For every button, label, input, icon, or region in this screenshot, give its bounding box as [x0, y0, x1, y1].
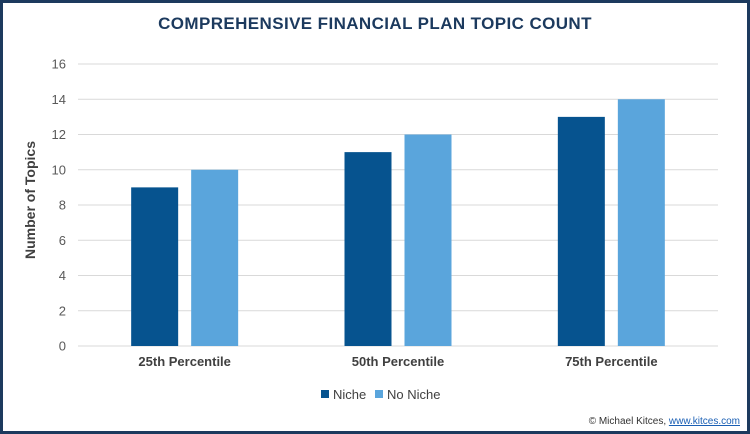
legend-swatch	[321, 390, 329, 398]
bar-no-niche	[191, 169, 239, 346]
bar-niche	[131, 187, 179, 346]
bar-no-niche	[617, 99, 665, 346]
bar-niche	[557, 116, 605, 346]
credit-prefix: © Michael Kitces,	[588, 416, 669, 427]
credit-line: © Michael Kitces, www.kitces.com	[589, 416, 740, 427]
y-tick-label: 4	[59, 268, 66, 283]
gridlines	[78, 63, 718, 347]
y-axis-ticks: 0 2 4 6 8 10 12 14 16	[52, 57, 66, 354]
bar-no-niche	[404, 134, 452, 346]
y-tick-label: 16	[52, 57, 66, 72]
legend: Niche No Niche	[321, 387, 440, 402]
y-tick-label: 6	[59, 233, 66, 248]
y-tick-label: 2	[59, 303, 66, 318]
chart-title: COMPREHENSIVE FINANCIAL PLAN TOPIC COUNT	[158, 14, 592, 33]
x-category-label: 75th Percentile	[565, 354, 658, 369]
legend-label: No Niche	[387, 387, 440, 402]
y-tick-label: 0	[59, 339, 66, 354]
y-axis-label: Number of Topics	[22, 141, 38, 259]
y-tick-label: 12	[52, 127, 66, 142]
bar-niche	[344, 152, 392, 346]
x-category-label: 25th Percentile	[138, 354, 231, 369]
y-tick-label: 8	[59, 198, 66, 213]
x-category-label: 50th Percentile	[352, 354, 445, 369]
y-tick-label: 14	[52, 92, 66, 107]
legend-label: Niche	[333, 387, 366, 402]
legend-swatch	[375, 390, 383, 398]
credit-link[interactable]: www.kitces.com	[668, 416, 740, 427]
y-tick-label: 10	[52, 162, 66, 177]
bars	[131, 99, 665, 346]
x-axis-categories: 25th Percentile 50th Percentile 75th Perce…	[138, 354, 657, 369]
